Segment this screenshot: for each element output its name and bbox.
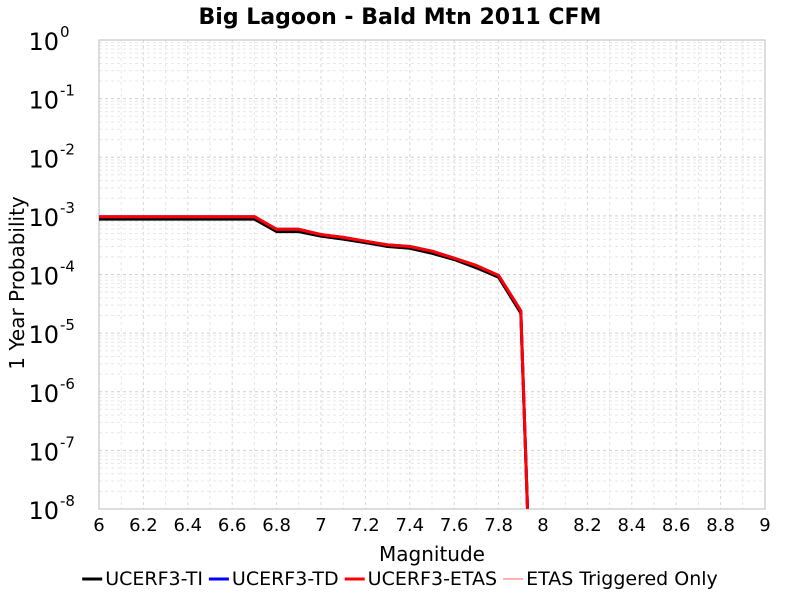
- x-tick-label: 8.2: [573, 515, 602, 536]
- x-tick-label: 7.2: [351, 515, 380, 536]
- y-tick-base: 10: [28, 321, 59, 349]
- x-tick-label: 7.4: [395, 515, 424, 536]
- y-tick-base: 10: [28, 145, 59, 173]
- y-tick-exponent: -8: [60, 492, 75, 510]
- x-tick-label: 8.6: [662, 515, 691, 536]
- x-tick-label: 7.6: [440, 515, 469, 536]
- series-layer: [99, 215, 529, 510]
- legend-item: UCERF3-TI: [82, 568, 203, 590]
- y-tick-label: 10 -7: [28, 433, 75, 466]
- y-tick-exponent: -3: [60, 199, 75, 217]
- y-tick-label: 10 -1: [28, 82, 75, 115]
- x-tick-label: 6.4: [173, 515, 202, 536]
- series-line-ucerf3-etas: [99, 215, 529, 510]
- y-tick-base: 10: [28, 87, 59, 115]
- x-tick-label: 8: [537, 515, 548, 536]
- y-tick-label: 10 -3: [28, 199, 75, 232]
- y-tick-exponent: -2: [60, 140, 75, 158]
- x-tick-label: 9: [759, 515, 770, 536]
- chart-title: Big Lagoon - Bald Mtn 2011 CFM: [199, 5, 602, 30]
- y-tick-label: 10 -6: [28, 375, 75, 408]
- y-tick-exponent: -1: [60, 82, 75, 100]
- plot-area: [98, 39, 766, 510]
- y-axis-label: 1 Year Probability: [5, 196, 29, 370]
- x-tick-label: 8.8: [706, 515, 735, 536]
- y-tick-base: 10: [28, 28, 59, 56]
- x-axis-label: Magnitude: [379, 542, 485, 566]
- y-tick-label: 10 -4: [28, 258, 75, 291]
- y-tick-base: 10: [28, 497, 59, 525]
- y-tick-base: 10: [28, 204, 59, 232]
- y-tick-exponent: -6: [60, 375, 75, 393]
- x-tick-label: 8.4: [617, 515, 646, 536]
- series-line-ucerf3-ti: [99, 217, 529, 510]
- legend-label: ETAS Triggered Only: [526, 568, 718, 590]
- x-tick-label: 6.6: [218, 515, 247, 536]
- legend-item: UCERF3-TD: [208, 568, 339, 590]
- x-tick-label: 6: [93, 515, 104, 536]
- legend: UCERF3-TI UCERF3-TD UCERF3-ETAS ETAS Trigge…: [82, 568, 718, 590]
- legend-item: UCERF3-ETAS: [344, 568, 497, 590]
- y-tick-label: 10 -5: [28, 316, 75, 349]
- y-tick-base: 10: [28, 263, 59, 291]
- y-tick-label: 10 -8: [28, 492, 75, 525]
- y-tick-exponent: -7: [60, 433, 75, 451]
- y-tick-exponent: -5: [60, 316, 75, 334]
- x-tick-label: 7.8: [484, 515, 513, 536]
- y-tick-base: 10: [28, 380, 59, 408]
- x-tick-label: 7: [315, 515, 326, 536]
- x-tick-labels: 6 6.2 6.4 6.6 6.8 7 7.2 7.4 7.6 7.8 8 8.2 8.4 8.6 8.8 9: [93, 515, 770, 536]
- legend-item: ETAS Triggered Only: [503, 568, 718, 590]
- legend-label: UCERF3-TI: [105, 568, 203, 590]
- grid: [98, 39, 766, 510]
- x-tick-label: 6.2: [129, 515, 158, 536]
- legend-label: UCERF3-ETAS: [368, 568, 497, 590]
- y-tick-exponent: -4: [60, 258, 75, 276]
- y-tick-label: 10 -2: [28, 140, 75, 173]
- y-tick-base: 10: [28, 438, 59, 466]
- y-tick-label: 10 0: [28, 23, 69, 56]
- x-tick-label: 6.8: [262, 515, 291, 536]
- y-tick-exponent: 0: [60, 23, 70, 41]
- legend-label: UCERF3-TD: [232, 568, 339, 590]
